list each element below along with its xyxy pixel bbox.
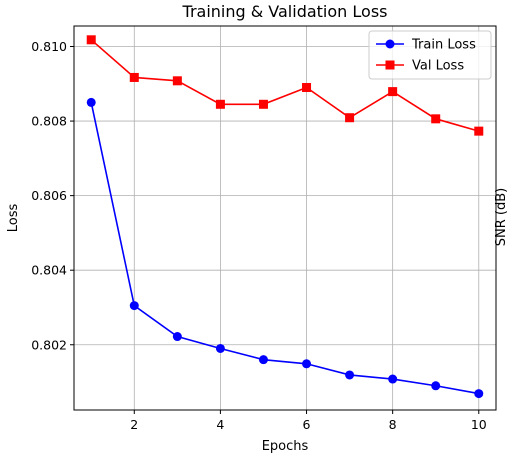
y-tick-label: 0.806 <box>31 188 67 203</box>
val-loss-point <box>474 126 484 136</box>
val-loss-point <box>431 114 441 124</box>
val-loss-legend-label: Val Loss <box>412 59 464 74</box>
val-loss-point <box>129 72 139 82</box>
series-train-loss <box>86 97 484 399</box>
plot-frame <box>73 25 497 411</box>
y-tick-label: 0.808 <box>31 114 67 129</box>
val-loss-point <box>172 76 182 86</box>
train-loss-point <box>129 301 139 311</box>
train-loss-point <box>474 389 484 399</box>
train-loss-line <box>90 102 479 395</box>
train-loss-point <box>258 355 268 365</box>
x-tick-label: 4 <box>216 417 224 432</box>
val-loss-point <box>86 35 96 45</box>
x-tick-label: 10 <box>471 417 487 432</box>
val-loss-point <box>345 113 355 123</box>
train-loss-point <box>86 97 96 107</box>
x-tick-label: 2 <box>130 417 138 432</box>
legend-entry-val-loss: Val Loss <box>376 59 464 74</box>
y-tick-label: 0.802 <box>31 337 67 352</box>
secondary-y-axis-label: SNR (dB) <box>494 188 509 246</box>
x-tick-label: 6 <box>303 417 311 432</box>
train-loss-point <box>302 359 312 369</box>
train-loss-legend-label: Train Loss <box>411 38 476 53</box>
legend: Train Loss Val Loss <box>368 30 492 80</box>
train-loss-point <box>431 381 441 391</box>
train-loss-point <box>215 343 225 353</box>
legend-entry-train-loss: Train Loss <box>376 38 476 53</box>
val-loss-line <box>90 39 479 132</box>
grid <box>74 26 496 410</box>
train-loss-point <box>345 370 355 380</box>
y-axis-label: Loss <box>6 204 21 233</box>
train-loss-point <box>388 374 398 384</box>
series-layer <box>86 35 484 399</box>
val-loss-legend-marker <box>385 60 395 70</box>
x-tick-label: 8 <box>389 417 397 432</box>
y-tick-label: 0.804 <box>31 263 67 278</box>
series-val-loss <box>86 35 484 136</box>
val-loss-point <box>302 83 312 93</box>
train-loss-point <box>172 332 182 342</box>
ticks: 2 4 6 8 10 0.802 0.804 0.806 0.808 0.810 <box>31 39 487 432</box>
val-loss-point <box>388 87 398 97</box>
val-loss-point <box>258 99 268 109</box>
chart-title: Training & Validation Loss <box>182 2 388 21</box>
x-axis-label: Epochs <box>262 439 309 454</box>
val-loss-point <box>215 99 225 109</box>
train-loss-legend-marker <box>385 39 395 49</box>
legend-box <box>368 30 492 80</box>
y-tick-label: 0.810 <box>31 39 67 54</box>
